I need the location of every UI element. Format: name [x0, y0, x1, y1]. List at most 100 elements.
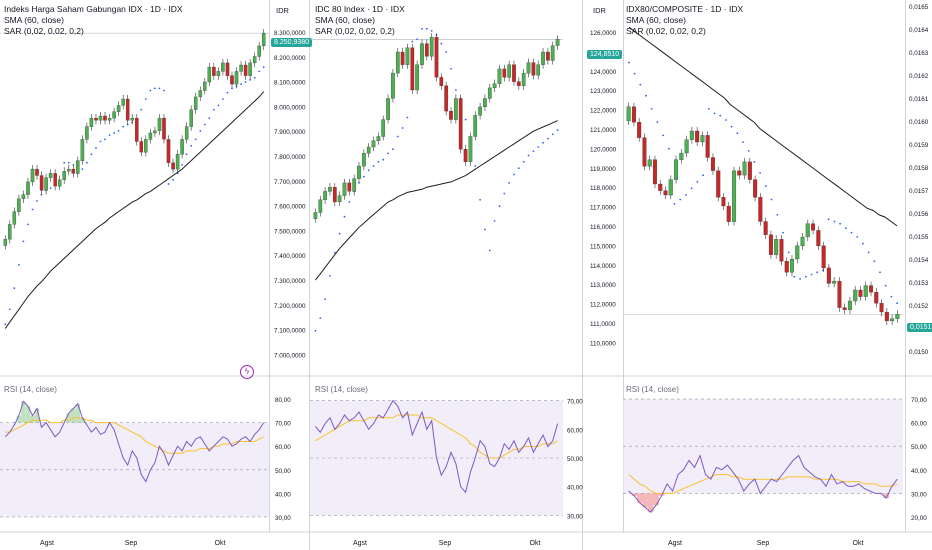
rsi-overbought-fill — [30, 415, 35, 423]
candle-down — [658, 183, 663, 191]
candle-down — [230, 75, 234, 85]
sar-dot — [67, 161, 70, 164]
sar-dot — [742, 141, 744, 144]
candle-down — [779, 239, 784, 262]
price-chart[interactable]: 8.300,0000 8.200,0000 8.100,0000 8.000,0000… — [0, 0, 310, 550]
sar-dot — [867, 251, 870, 254]
candle-up — [337, 195, 342, 203]
candle-up — [80, 139, 85, 161]
chart-panel-idx80[interactable]: 70,00 60,00 50,00 40,00 30,00 Agst Sep Okt IDC … — [310, 0, 583, 550]
sar-dot — [517, 167, 520, 170]
candle-up — [774, 239, 779, 255]
rsi-overbought-fill — [16, 415, 22, 423]
candle-down — [166, 139, 171, 163]
sar-dot — [411, 40, 414, 43]
candle-up — [21, 194, 26, 199]
indicator-sar: SAR (0,02, 0,02, 0,2) — [315, 26, 395, 36]
candle-up — [193, 96, 198, 110]
rsi-tick-label: 40,00 — [567, 485, 583, 492]
candle-up — [497, 68, 502, 84]
candle-down — [884, 311, 889, 322]
sar-dot — [753, 161, 756, 163]
chart-header: Indeks Harga Saham Gabungan IDX · 1D · I… — [4, 4, 183, 37]
rsi-tick-label: 30,00 — [275, 515, 291, 522]
candle-up — [468, 136, 473, 162]
candle-down — [332, 187, 337, 203]
chart-panel-ihsg[interactable]: 8.300,0000 8.200,0000 8.100,0000 8.000,0000… — [0, 0, 313, 550]
candle-down — [449, 110, 453, 120]
y-tick-label: 0,0162 — [909, 73, 929, 80]
candle-down — [410, 47, 415, 91]
sar-dot — [18, 263, 20, 266]
candle-up — [157, 117, 162, 131]
candle-up — [239, 64, 243, 72]
sar-dot — [508, 182, 510, 184]
rsi-tick-label: 50,00 — [911, 444, 927, 451]
candle-down — [458, 98, 463, 150]
sar-dot — [172, 178, 174, 181]
indicator-sma: SMA (60, close) — [4, 15, 64, 25]
sar-dot — [639, 83, 642, 86]
sar-dot — [839, 222, 841, 225]
candle-up — [700, 135, 705, 143]
indicator-sar: SAR (0,02, 0,02, 0,2) — [626, 26, 706, 36]
sar-dot — [440, 42, 443, 45]
rsi-overbought-fill — [71, 408, 76, 423]
left-tick-label: 119,0000 — [590, 166, 616, 173]
rsi-tick-label: 70,00 — [911, 397, 927, 404]
candle-up — [395, 51, 400, 74]
candle-up — [521, 72, 526, 86]
candle-down — [821, 245, 826, 269]
lightning-icon[interactable]: ϟ — [240, 365, 254, 379]
candle-up — [107, 117, 112, 121]
sar-dot — [782, 231, 784, 234]
candle-up — [207, 66, 212, 83]
candle-up — [789, 258, 794, 273]
chart-header: IDX80/COMPOSITE · 1D · IDX SMA (60, clos… — [626, 4, 743, 37]
sar-dot — [226, 91, 229, 94]
x-tick-label: Agst — [40, 540, 54, 547]
candle-up — [507, 64, 512, 78]
chart-panel-ratio[interactable]: 0,0165 0,0164 0,0163 0,0162 0,0161 0,0160 0,01… — [583, 0, 932, 550]
sar-dot — [547, 137, 549, 140]
price-chart[interactable]: 70,00 60,00 50,00 40,00 30,00 Agst Sep Okt — [310, 0, 583, 550]
sar-dot — [685, 194, 687, 196]
sar-dot — [542, 141, 544, 144]
sar-dot — [8, 308, 11, 311]
sar-dot — [421, 27, 423, 30]
candle-up — [3, 239, 8, 246]
sar-dot — [488, 249, 491, 252]
sar-dot — [770, 198, 773, 201]
rsi-overbought-fill — [75, 403, 81, 423]
y-tick-label: 0,0158 — [909, 165, 929, 172]
y-tick-label: 7.600,0000 — [274, 204, 306, 211]
candle-up — [342, 182, 347, 196]
candle-up — [366, 146, 371, 154]
sar-dot — [787, 251, 790, 254]
candle-up — [732, 170, 737, 222]
sar-dot — [329, 275, 331, 277]
y-tick-label: 0,0164 — [909, 27, 929, 34]
candle-down — [631, 106, 636, 123]
sar-dot — [63, 161, 66, 164]
sar-dot — [377, 160, 380, 163]
price-chart[interactable]: 0,0165 0,0164 0,0163 0,0162 0,0161 0,0160 0,01… — [583, 0, 932, 550]
x-tick-label: Sep — [757, 540, 770, 547]
candle-down — [135, 117, 139, 142]
sar-dot — [707, 108, 710, 110]
candle-up — [536, 64, 541, 76]
sar-dot — [747, 150, 750, 152]
candle-down — [400, 51, 405, 65]
rsi-tick-label: 30,00 — [911, 491, 927, 498]
sar-dot — [367, 169, 370, 172]
sar-dot — [873, 260, 876, 263]
sar-dot — [656, 121, 659, 124]
candle-down — [225, 62, 230, 76]
candle-up — [153, 130, 157, 134]
left-tick-label: 113,0000 — [590, 282, 616, 289]
candle-down — [71, 168, 76, 174]
candle-up — [381, 119, 386, 137]
sar-dot — [249, 79, 252, 81]
candle-down — [768, 234, 773, 255]
rsi-overbought-fill — [80, 417, 85, 423]
